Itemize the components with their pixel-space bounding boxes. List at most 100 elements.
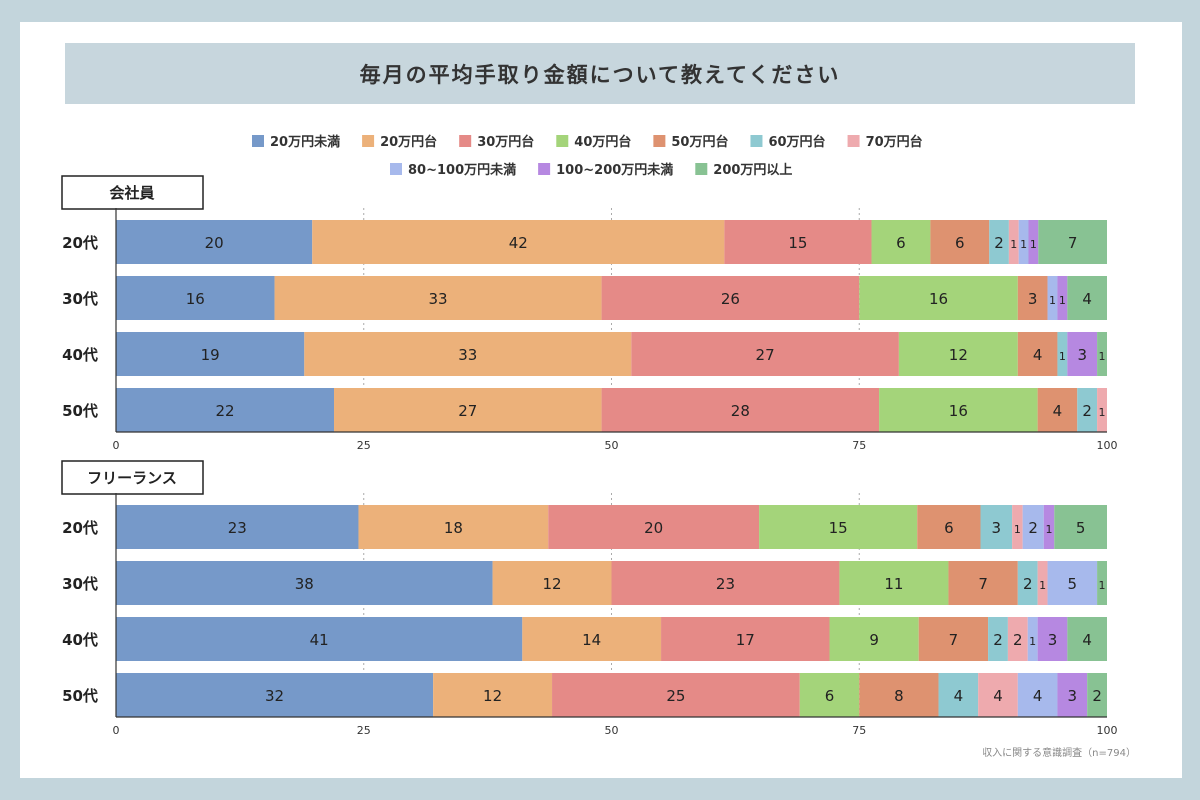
x-tick-label: 0 [113, 439, 120, 452]
bar-segment [1022, 505, 1044, 549]
data-label: 28 [731, 402, 750, 420]
bar-segment [1057, 673, 1088, 717]
data-label: 27 [458, 402, 477, 420]
legend-swatch [390, 163, 402, 175]
bar-segment [601, 388, 880, 432]
bar-segment [989, 220, 1009, 264]
bar-segment [1017, 673, 1058, 717]
legend-label: 20万円台 [380, 134, 437, 150]
bar-segment [871, 220, 931, 264]
bar-segment [1047, 561, 1098, 605]
bar-segment [1097, 332, 1107, 376]
bar-segment [724, 220, 872, 264]
data-label: 6 [896, 234, 906, 252]
bar-segment [1008, 220, 1019, 264]
bar-segment [988, 617, 1008, 661]
bar-segment [116, 505, 359, 549]
legend-swatch [750, 135, 763, 147]
legend-label: 60万円台 [768, 134, 825, 150]
bar-segment [1077, 388, 1098, 432]
x-tick-label: 25 [357, 724, 371, 737]
data-label: 2 [1013, 631, 1023, 649]
legend-label: 50万円台 [671, 134, 728, 150]
x-tick-label: 100 [1097, 724, 1118, 737]
bar-segment [859, 276, 1018, 320]
data-label: 12 [542, 575, 561, 593]
bar-segment [1017, 332, 1058, 376]
data-label: 3 [1068, 687, 1078, 705]
data-label: 23 [228, 519, 247, 537]
bar-segment [879, 388, 1038, 432]
bar-segment [839, 561, 949, 605]
legend-label: 80~100万円未満 [408, 162, 516, 178]
bar-segment [548, 505, 760, 549]
data-label: 1 [1039, 579, 1046, 592]
data-label: 20 [205, 234, 224, 252]
data-label: 16 [949, 402, 968, 420]
legend-label: 20万円未満 [270, 134, 340, 150]
data-label: 5 [1068, 575, 1078, 593]
bar-segment [631, 332, 899, 376]
data-label: 4 [1033, 346, 1043, 364]
bar-segment [759, 505, 918, 549]
bar-segment [1038, 220, 1107, 264]
data-label: 4 [1082, 631, 1092, 649]
bar-segment [1007, 617, 1028, 661]
category-label: 40代 [62, 346, 98, 364]
data-label: 6 [955, 234, 965, 252]
data-label: 4 [1053, 402, 1063, 420]
bar-segment [116, 220, 313, 264]
data-label: 3 [1077, 346, 1087, 364]
bar-segment [918, 617, 989, 661]
chart-title: 毎月の平均手取り金額について教えてください [359, 62, 841, 87]
bar-segment [1018, 220, 1029, 264]
bar-segment [1037, 617, 1068, 661]
bar-segment [829, 617, 919, 661]
bar-segment [1067, 276, 1107, 320]
data-label: 41 [310, 631, 329, 649]
bar-segment [433, 673, 553, 717]
bar-segment [1097, 561, 1107, 605]
data-label: 14 [582, 631, 601, 649]
bar-segment [948, 561, 1018, 605]
bar-segment [930, 220, 990, 264]
bar-segment [116, 673, 434, 717]
data-label: 2 [993, 631, 1003, 649]
data-label: 5 [1076, 519, 1086, 537]
group-label: フリーランス [87, 469, 177, 487]
group-label-box [61, 175, 204, 210]
bar-segment [859, 673, 939, 717]
data-label: 26 [721, 290, 740, 308]
legend-swatch [556, 135, 569, 147]
data-label: 3 [992, 519, 1002, 537]
data-label: 1 [1059, 294, 1066, 307]
data-label: 12 [483, 687, 502, 705]
legend-label: 40万円台 [574, 134, 631, 150]
data-label: 1 [1029, 635, 1036, 648]
bar-segment [1087, 673, 1107, 717]
bar-segment [116, 332, 305, 376]
group-label-box [61, 460, 204, 495]
data-label: 16 [186, 290, 205, 308]
x-tick-label: 75 [852, 439, 866, 452]
bar-segment [1017, 561, 1038, 605]
data-label: 12 [949, 346, 968, 364]
data-label: 1 [1010, 238, 1017, 251]
data-label: 7 [949, 631, 959, 649]
data-label: 23 [716, 575, 735, 593]
data-label: 1 [1059, 350, 1066, 363]
bar-segment [116, 561, 493, 605]
data-label: 20 [644, 519, 663, 537]
bar-segment [917, 505, 981, 549]
bar-segment [1047, 276, 1058, 320]
bar-segment [611, 561, 840, 605]
data-label: 15 [829, 519, 848, 537]
bar-segment [1054, 505, 1107, 549]
data-label: 1 [1049, 294, 1056, 307]
bar-segment [980, 505, 1013, 549]
data-label: 7 [1068, 234, 1078, 252]
data-label: 1 [1099, 406, 1106, 419]
category-label: 30代 [62, 290, 98, 308]
bar-segment [334, 388, 602, 432]
